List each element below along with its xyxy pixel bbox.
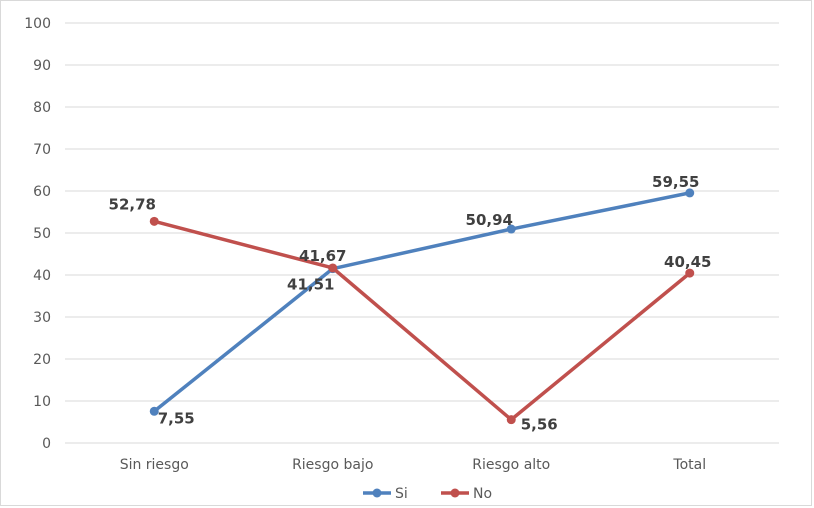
- y-tick-label: 80: [33, 100, 51, 116]
- y-tick-label: 20: [33, 352, 51, 368]
- legend-item-no[interactable]: No: [441, 486, 492, 502]
- data-label-si: 50,94: [466, 211, 513, 229]
- gridlines: [65, 22, 779, 444]
- series-line-si: [152, 191, 692, 414]
- data-label-no: 41,67: [299, 247, 346, 265]
- data-point-si[interactable]: [506, 224, 516, 234]
- y-tick-label: 30: [33, 310, 51, 326]
- data-point-no[interactable]: [328, 263, 338, 273]
- legend[interactable]: Si No: [363, 486, 492, 502]
- data-label-no: 52,78: [109, 195, 156, 213]
- y-tick-label: 50: [33, 226, 51, 242]
- data-label-si: 41,51: [287, 276, 334, 294]
- x-tick-label: Total: [672, 457, 706, 473]
- y-tick-label: 0: [42, 436, 51, 452]
- legend-marker-icon: [450, 488, 460, 498]
- data-labels: 7,55 41,51 50,94 59,55 52,78 41,67 5,56 40,45: [109, 173, 712, 434]
- data-label-si: 59,55: [652, 173, 699, 191]
- data-label-no: 5,56: [521, 416, 558, 434]
- series-lines: [149, 188, 695, 425]
- data-label-si: 7,55: [158, 409, 195, 427]
- y-tick-label: 40: [33, 268, 51, 284]
- y-tick-label: 90: [33, 58, 51, 74]
- x-tick-label: Sin riesgo: [120, 457, 189, 473]
- x-tick-label: Riesgo alto: [472, 457, 550, 473]
- x-tick-label: Riesgo bajo: [292, 457, 373, 473]
- legend-label: No: [473, 486, 492, 502]
- y-tick-label: 10: [33, 394, 51, 410]
- y-tick-label: 100: [24, 16, 51, 32]
- legend-label: Si: [395, 486, 408, 502]
- data-point-no[interactable]: [685, 268, 695, 278]
- data-label-no: 40,45: [664, 253, 711, 271]
- data-point-no[interactable]: [149, 216, 159, 226]
- legend-marker-icon: [372, 488, 382, 498]
- y-tick-label: 60: [33, 184, 51, 200]
- data-point-no[interactable]: [506, 415, 516, 425]
- x-axis-tick-labels: Sin riesgo Riesgo bajo Riesgo alto Total: [120, 457, 706, 473]
- y-axis-tick-labels: 0 10 20 30 40 50 60 70 80 90 100: [24, 16, 51, 452]
- legend-item-si[interactable]: Si: [363, 486, 408, 502]
- data-point-si[interactable]: [685, 188, 695, 198]
- data-point-si[interactable]: [149, 406, 159, 416]
- y-tick-label: 70: [33, 142, 51, 158]
- series-line-no: [152, 219, 692, 422]
